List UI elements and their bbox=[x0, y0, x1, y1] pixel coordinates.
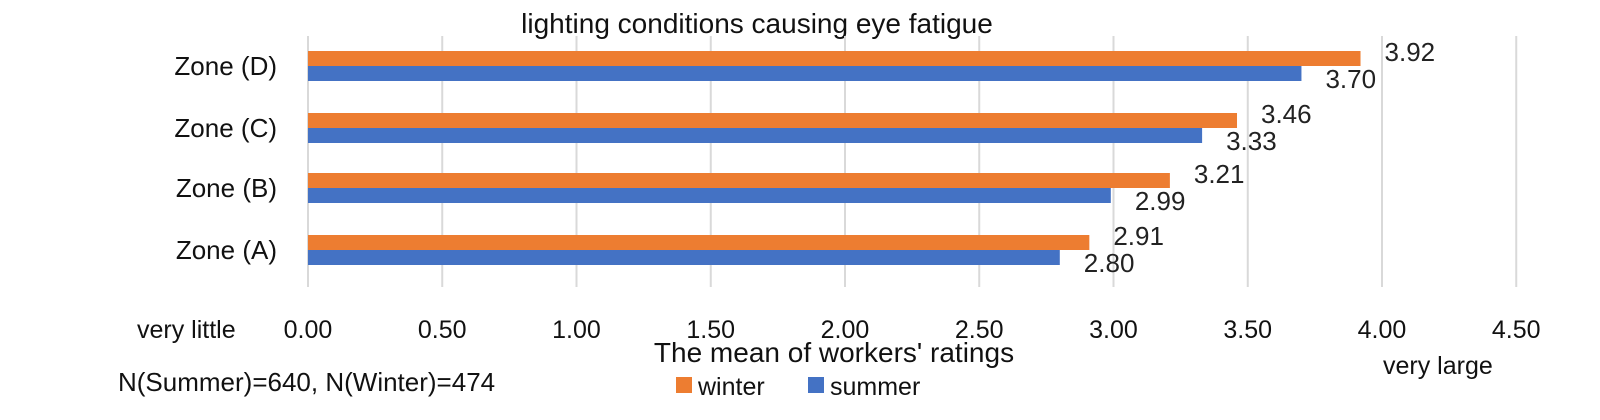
x-tick-label: 2.00 bbox=[821, 316, 870, 344]
bar-summer bbox=[308, 188, 1111, 203]
data-label-winter: 3.21 bbox=[1194, 159, 1245, 189]
data-label-summer: 3.70 bbox=[1325, 64, 1376, 94]
legend-swatch-winter bbox=[676, 377, 692, 393]
bar-winter bbox=[308, 235, 1090, 250]
bars bbox=[308, 51, 1361, 265]
data-label-summer: 2.80 bbox=[1084, 248, 1135, 278]
x-tick-label: 0.50 bbox=[418, 316, 467, 344]
x-tick-label: 3.00 bbox=[1089, 316, 1138, 344]
data-label-winter: 2.91 bbox=[1113, 221, 1164, 251]
scale-high-label: very large bbox=[1383, 352, 1493, 380]
data-labels: 2.912.80 3.21 2.99 3.463.33 3.92 3.70 bbox=[1084, 37, 1435, 278]
x-axis-title: The mean of workers' ratings bbox=[654, 337, 1014, 368]
sample-size-note: N(Summer)=640, N(Winter)=474 bbox=[118, 367, 495, 397]
category-label: Zone (B) bbox=[176, 173, 277, 203]
category-labels: Zone (A) Zone (B) Zone (C) Zone (D) bbox=[174, 51, 277, 265]
chart-title: lighting conditions causing eye fatigue bbox=[521, 8, 993, 39]
category-label: Zone (A) bbox=[176, 235, 277, 265]
category-label: Zone (C) bbox=[174, 113, 277, 143]
scale-low-label: very little bbox=[137, 316, 236, 344]
x-tick-label: 0.00 bbox=[284, 316, 333, 344]
x-tick-label: 4.50 bbox=[1492, 316, 1541, 344]
bar-summer bbox=[308, 250, 1060, 265]
x-tick-label: 1.50 bbox=[686, 316, 735, 344]
legend: winter summer bbox=[676, 373, 920, 401]
bar-winter bbox=[308, 113, 1238, 128]
category-label: Zone (D) bbox=[174, 51, 277, 81]
data-label-winter: 3.92 bbox=[1385, 37, 1436, 67]
legend-label-summer: summer bbox=[830, 373, 920, 401]
x-tick-label: 3.50 bbox=[1223, 316, 1272, 344]
x-tick-labels: 0.00 0.50 1.00 1.50 2.00 2.50 3.00 3.50 4.00 4.50 bbox=[284, 316, 1541, 344]
bar-summer bbox=[308, 128, 1203, 143]
bar-winter bbox=[308, 173, 1170, 188]
x-tick-label: 4.00 bbox=[1358, 316, 1407, 344]
bar-summer bbox=[308, 66, 1302, 81]
data-label-summer: 3.33 bbox=[1226, 126, 1277, 156]
legend-label-winter: winter bbox=[697, 373, 765, 401]
data-label-winter: 3.46 bbox=[1261, 99, 1312, 129]
x-tick-label: 1.00 bbox=[552, 316, 601, 344]
x-tick-label: 2.50 bbox=[955, 316, 1004, 344]
data-label-summer: 2.99 bbox=[1135, 186, 1186, 216]
legend-swatch-summer bbox=[808, 377, 824, 393]
bar-winter bbox=[308, 51, 1361, 66]
